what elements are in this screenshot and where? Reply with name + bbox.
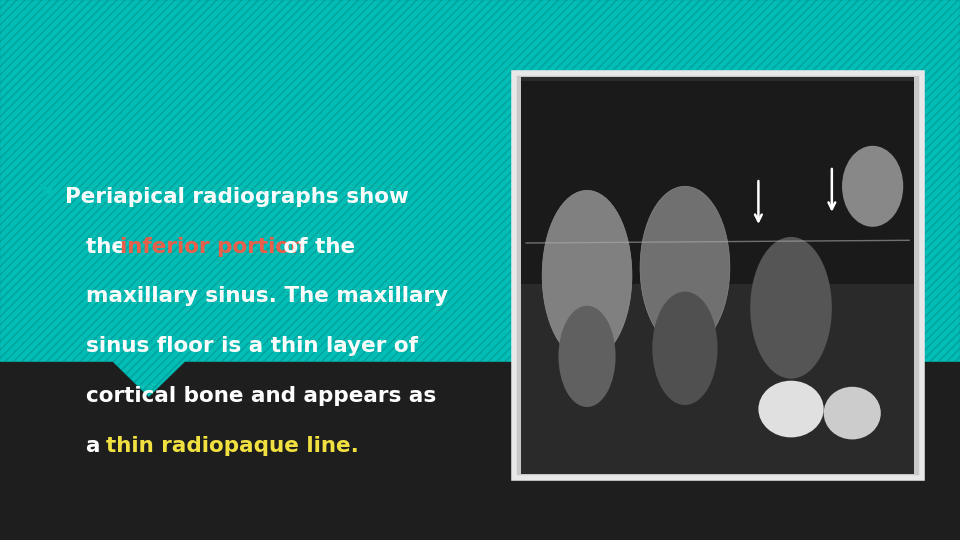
- Ellipse shape: [751, 237, 831, 379]
- Ellipse shape: [842, 146, 903, 227]
- Text: ➤: ➤: [36, 180, 56, 203]
- Ellipse shape: [542, 190, 632, 361]
- Text: Periapical radiographs show: Periapical radiographs show: [65, 187, 409, 207]
- Ellipse shape: [824, 387, 881, 440]
- Bar: [514, 73, 922, 478]
- Bar: [521, 77, 914, 474]
- Text: of the: of the: [276, 237, 355, 257]
- Text: the: the: [86, 237, 133, 257]
- Ellipse shape: [559, 306, 615, 407]
- Ellipse shape: [758, 381, 824, 437]
- Bar: [521, 77, 914, 474]
- Text: maxillary sinus. The maxillary: maxillary sinus. The maxillary: [86, 286, 448, 307]
- Polygon shape: [0, 0, 960, 397]
- Text: cortical bone and appears as: cortical bone and appears as: [86, 386, 437, 406]
- Ellipse shape: [653, 292, 718, 405]
- Ellipse shape: [640, 186, 730, 348]
- Text: thin radiopaque line.: thin radiopaque line.: [106, 435, 358, 456]
- Text: sinus floor is a thin layer of: sinus floor is a thin layer of: [86, 336, 419, 356]
- Bar: [521, 81, 914, 284]
- Text: a: a: [86, 435, 108, 456]
- Text: inferior portion: inferior portion: [120, 237, 305, 257]
